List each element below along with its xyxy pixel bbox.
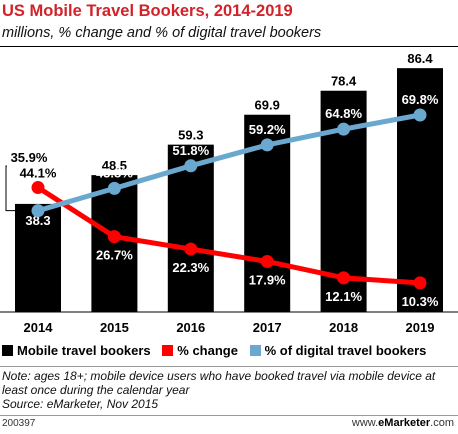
site-link[interactable]: www.eMarketer.com xyxy=(352,417,454,429)
point-change-2014 xyxy=(31,181,45,195)
label-digital-2014: 35.9% xyxy=(11,150,48,165)
bar-label-2018: 78.4 xyxy=(331,74,357,89)
x-tick-label-2018: 2018 xyxy=(329,320,358,335)
point-change-2017 xyxy=(260,254,274,268)
x-tick-label-2019: 2019 xyxy=(406,320,435,335)
label-change-2017: 17.9% xyxy=(249,272,286,287)
legend-label-bookers: Mobile travel bookers xyxy=(17,343,151,359)
header-divider xyxy=(0,46,458,47)
point-digital-2019 xyxy=(413,108,427,122)
legend-label-change: % change xyxy=(177,343,238,359)
site-suffix: .com xyxy=(430,417,454,429)
label-digital-2018: 64.8% xyxy=(325,106,362,121)
point-digital-2015 xyxy=(107,181,121,195)
chart-title: US Mobile Travel Bookers, 2014-2019 xyxy=(2,2,293,20)
legend-item-bookers: Mobile travel bookers xyxy=(2,343,151,358)
label-digital-2017: 59.2% xyxy=(249,122,286,137)
notes-divider xyxy=(0,366,458,367)
legend-swatch-change xyxy=(162,345,174,357)
label-change-2016: 22.3% xyxy=(172,260,209,275)
bar-2014 xyxy=(15,203,61,312)
point-change-2016 xyxy=(184,242,198,256)
chart-subtitle: millions, % change and % of digital trav… xyxy=(2,25,322,41)
chart-plot: 38.3 48.5 59.3 69.9 78.4 86.4 2014 2015 2016 2017… xyxy=(0,51,458,335)
legend-swatch-bookers xyxy=(2,345,13,357)
label-change-2015: 26.7% xyxy=(96,248,133,263)
point-change-2015 xyxy=(107,230,121,244)
x-tick-label-2016: 2016 xyxy=(176,320,205,335)
x-tick-label-2014: 2014 xyxy=(24,320,54,335)
bar-label-2016: 59.3 xyxy=(178,128,203,143)
line-digital xyxy=(37,112,421,214)
point-digital-2014 xyxy=(31,204,45,218)
legend-item-change: % change xyxy=(162,343,238,358)
x-tick-label-2015: 2015 xyxy=(100,320,129,335)
source-text: Source: eMarketer, Nov 2015 xyxy=(2,397,159,411)
label-connector-digital-2014 xyxy=(5,165,30,212)
line-change xyxy=(36,185,421,286)
label-digital-2015: 43.8% xyxy=(96,165,133,180)
bar-label-2017: 69.9 xyxy=(255,98,280,113)
label-change-2018: 12.1% xyxy=(325,289,362,304)
chart-id: 200397 xyxy=(2,418,36,429)
point-digital-2017 xyxy=(260,138,274,152)
point-digital-2016 xyxy=(184,159,198,173)
bar-label-2019: 86.4 xyxy=(407,51,433,66)
point-digital-2018 xyxy=(337,122,351,136)
site-prefix: www. xyxy=(351,417,379,429)
label-digital-2019: 69.8% xyxy=(402,92,439,107)
legend-label-digital: % of digital travel bookers xyxy=(264,343,427,359)
footer-divider xyxy=(0,415,458,416)
bar-label-2015: 48.5 xyxy=(102,158,127,173)
label-change-2019: 10.3% xyxy=(402,294,439,309)
note-text: Note: ages 18+; mobile device users who … xyxy=(2,369,436,397)
label-digital-2016: 51.8% xyxy=(172,143,209,158)
legend-item-digital: % of digital travel bookers xyxy=(249,343,427,359)
label-change-2014: 44.1% xyxy=(20,166,57,181)
chart-legend: Mobile travel bookers % change % of digi… xyxy=(2,342,458,360)
x-tick-label-2017: 2017 xyxy=(253,320,282,335)
legend-swatch-digital xyxy=(249,345,261,357)
point-change-2018 xyxy=(337,271,351,285)
site-brand: eMarketer xyxy=(378,417,431,429)
chart-notes: Note: ages 18+; mobile device users who … xyxy=(2,369,454,411)
bar-label-2014: 38.3 xyxy=(25,213,50,228)
bar-2015 xyxy=(91,175,138,312)
point-change-2019 xyxy=(413,276,427,290)
